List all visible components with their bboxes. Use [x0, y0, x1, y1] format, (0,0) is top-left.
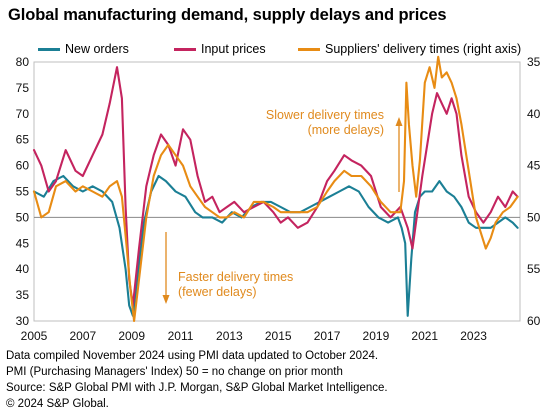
legend-new-orders: New orders — [38, 42, 129, 56]
series-delivery-times — [32, 55, 519, 323]
left-tick-55: 55 — [16, 185, 30, 199]
series-layer — [32, 55, 519, 323]
faster-arrow-head — [162, 295, 170, 304]
legend-label-new-orders: New orders — [65, 42, 129, 56]
right-axis-ticks: 35 40 45 50 55 60 — [527, 55, 541, 328]
legend-delivery-times: Suppliers' delivery times (right axis) — [298, 42, 521, 56]
legend-label-input-prices: Input prices — [201, 42, 266, 56]
legend-swatch-input-prices — [174, 47, 196, 51]
x-tick-2013: 2013 — [216, 329, 243, 343]
x-tick-2023: 2023 — [460, 329, 487, 343]
left-tick-35: 35 — [16, 288, 30, 302]
chart-title: Global manufacturing demand, supply dela… — [8, 6, 447, 24]
x-tick-2021: 2021 — [411, 329, 438, 343]
x-tick-2019: 2019 — [363, 329, 390, 343]
x-tick-2009: 2009 — [118, 329, 145, 343]
footnote-copyright: © 2024 S&P Global. — [6, 398, 109, 410]
x-tick-2007: 2007 — [69, 329, 96, 343]
x-tick-2005: 2005 — [21, 329, 48, 343]
slower-annotation-line1: Slower delivery times — [266, 108, 384, 122]
right-tick-60: 60 — [527, 314, 541, 328]
right-tick-50: 50 — [527, 210, 541, 224]
left-tick-45: 45 — [16, 236, 30, 250]
series-new-orders — [32, 174, 519, 317]
legend-input-prices: Input prices — [174, 42, 266, 56]
faster-annotation-line2: (fewer delays) — [178, 285, 257, 299]
slower-arrow-head — [395, 117, 403, 126]
legend-swatch-delivery-times — [298, 47, 320, 51]
left-tick-40: 40 — [16, 262, 30, 276]
right-tick-55: 55 — [527, 262, 541, 276]
right-tick-35: 35 — [527, 55, 541, 69]
x-tick-2011: 2011 — [168, 329, 194, 343]
left-tick-30: 30 — [16, 314, 30, 328]
left-tick-65: 65 — [16, 133, 30, 147]
footnotes: Data compiled November 2024 using PMI da… — [6, 348, 388, 412]
left-tick-50: 50 — [16, 210, 30, 224]
x-tick-2015: 2015 — [265, 329, 292, 343]
left-tick-60: 60 — [16, 159, 30, 173]
right-tick-40: 40 — [527, 107, 541, 121]
x-axis-ticks: 2005 2007 2009 2011 2013 2015 2017 2019 2021 2023 — [21, 329, 488, 343]
faster-annotation-line1: Faster delivery times — [178, 270, 293, 284]
footnote-pmi-definition: PMI (Purchasing Managers' Index) 50 = no… — [6, 366, 343, 378]
legend-label-delivery-times: Suppliers' delivery times (right axis) — [325, 42, 522, 56]
legend-swatch-new-orders — [38, 47, 60, 51]
right-tick-45: 45 — [527, 159, 541, 173]
x-tick-2017: 2017 — [314, 329, 341, 343]
left-tick-75: 75 — [16, 81, 30, 95]
slower-annotation-line2: (more delays) — [308, 123, 384, 137]
footnote-data-compiled: Data compiled November 2024 using PMI da… — [6, 350, 379, 362]
left-axis-ticks: 80 75 70 65 60 55 50 45 40 35 30 — [16, 55, 30, 328]
footnote-source: Source: S&P Global PMI with J.P. Morgan,… — [6, 382, 388, 394]
left-tick-70: 70 — [16, 107, 30, 121]
series-input-prices — [32, 66, 519, 307]
left-tick-80: 80 — [16, 55, 30, 69]
